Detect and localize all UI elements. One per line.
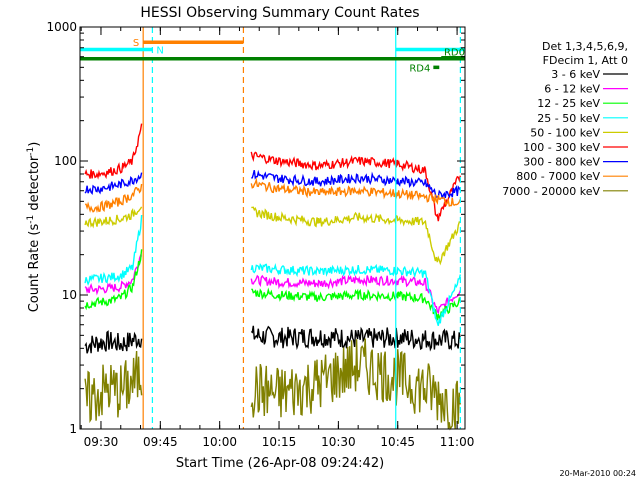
series-800to7000keV	[85, 177, 461, 214]
legend-entry: 3 - 6 keV	[551, 68, 600, 81]
legend: Det 1,3,4,5,6,9, FDecim 1, Att 0 3 - 6 k…	[502, 40, 628, 198]
interval-label: RD0	[444, 48, 465, 59]
series-line	[84, 350, 143, 424]
series-line	[84, 330, 143, 354]
series-line	[84, 206, 143, 229]
y-tick-label: 100	[54, 154, 77, 168]
series-line	[250, 325, 461, 352]
legend-header-line-1: Det 1,3,4,5,6,9,	[542, 40, 628, 53]
plot-frame	[79, 26, 466, 430]
series-6to12keV	[84, 254, 461, 315]
legend-entry: 300 - 800 keV	[523, 156, 600, 169]
chart-title: HESSI Observing Summary Count Rates	[140, 5, 419, 21]
marker-layer: S N RD4 RD0	[80, 27, 465, 429]
y-tick-label: 1000	[46, 20, 77, 34]
series-line	[84, 123, 143, 180]
legend-entry: 800 - 7000 keV	[516, 170, 600, 183]
legend-entry: 6 - 12 keV	[544, 83, 600, 96]
legend-entry: 100 - 300 keV	[523, 141, 600, 154]
x-axis-label: Start Time (26-Apr-08 09:24:42)	[176, 456, 384, 471]
series-line	[250, 338, 461, 431]
x-tick-label: 09:45	[143, 435, 178, 449]
legend-header-line-2: FDecim 1, Att 0	[543, 54, 628, 67]
series-line	[251, 287, 461, 321]
series-25to50keV	[84, 214, 461, 326]
interval-label: RD4	[409, 63, 430, 74]
series-line	[84, 249, 143, 311]
interval-label: N	[156, 45, 163, 56]
series-line	[251, 169, 461, 199]
series-line	[250, 151, 461, 222]
x-tick-label: 10:00	[202, 435, 237, 449]
x-tick-label: 10:15	[262, 435, 297, 449]
legend-entry: 50 - 100 keV	[530, 126, 600, 139]
series-3to6keV	[84, 325, 461, 354]
axis-layer: 1 10 100 1000 09:30 09:45 10:00 10:15 10:30 10:45…	[46, 20, 474, 449]
series-line	[85, 183, 143, 214]
series-line	[84, 214, 143, 286]
series-line	[250, 263, 461, 326]
legend-entry: 25 - 50 keV	[537, 112, 600, 125]
y-tick-label: 1	[69, 422, 77, 436]
y-tick-label: 10	[62, 288, 77, 302]
interval-label: S	[133, 38, 139, 49]
series-line	[84, 254, 143, 296]
x-tick-label: 09:30	[84, 435, 119, 449]
series-300to800keV	[84, 169, 461, 199]
x-tick-label: 10:30	[321, 435, 356, 449]
series-line	[250, 177, 461, 207]
footer-timestamp: 20-Mar-2010 00:24	[560, 469, 637, 478]
series-7000to20000keV	[84, 338, 461, 431]
series-100to300keV	[84, 123, 461, 222]
series-12to25keV	[84, 249, 461, 321]
series-line	[250, 274, 461, 315]
series-line	[84, 172, 143, 195]
legend-entry: 12 - 25 keV	[537, 97, 600, 110]
series-50to100keV	[84, 206, 461, 266]
series-layer	[84, 123, 461, 431]
x-tick-label: 11:00	[440, 435, 475, 449]
x-tick-label: 10:45	[380, 435, 415, 449]
series-line	[251, 206, 461, 266]
legend-entry: 7000 - 20000 keV	[502, 185, 600, 198]
y-axis-label: Count Rate (s-1 detector-1)	[26, 142, 42, 313]
